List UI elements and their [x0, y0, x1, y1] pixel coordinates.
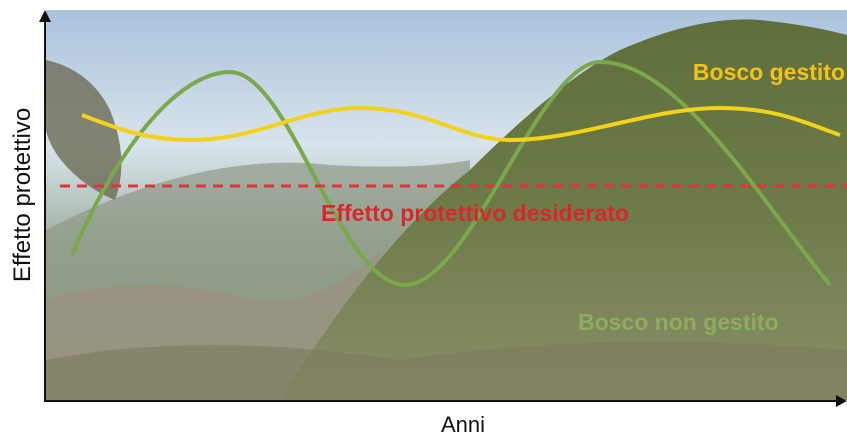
x-axis-label: Anni: [441, 412, 485, 437]
managed-label: Bosco gestito: [693, 59, 845, 85]
unmanaged-label: Bosco non gestito: [578, 309, 779, 335]
x-axis-arrow: [836, 395, 847, 407]
background-photo: [46, 10, 847, 400]
unmanaged-curve: [70, 59, 832, 288]
threshold-label: Effetto protettivo desiderato: [321, 200, 629, 226]
y-axis-arrow: [39, 10, 51, 22]
y-axis-label: Effetto protettivo: [9, 108, 36, 282]
managed-curve: [81, 105, 841, 143]
